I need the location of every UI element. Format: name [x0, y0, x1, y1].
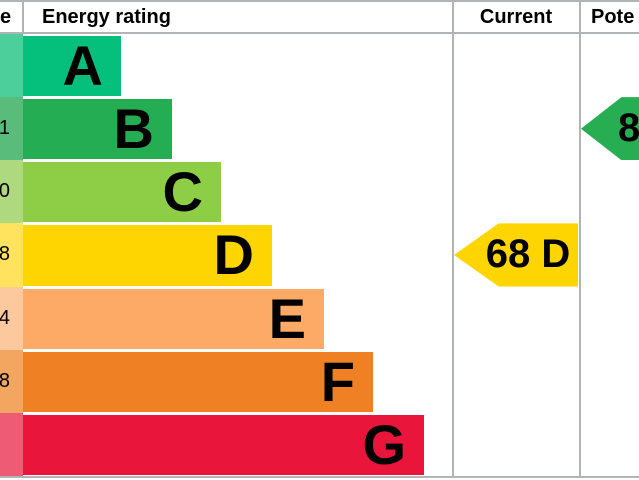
band-letter: E: [268, 286, 306, 350]
energy-rating-column-header: Energy rating: [42, 6, 171, 28]
potential-rating-value: 8: [618, 106, 639, 151]
band-letter: B: [113, 97, 154, 161]
potential-column-divider: [579, 0, 581, 478]
score-value-fragment: 8: [0, 369, 10, 392]
score-column-header: e: [0, 6, 12, 28]
score-column-divider: [22, 0, 24, 34]
score-cell: 1: [0, 97, 23, 161]
potential-column-header: Pote: [591, 6, 635, 28]
current-column-divider: [452, 0, 454, 478]
score-cell: [0, 412, 23, 476]
score-value-fragment: 8: [0, 243, 10, 266]
band-letter: C: [162, 160, 203, 224]
table-bottom-border: [0, 476, 639, 478]
band-row: A: [0, 34, 639, 98]
band-letter: D: [213, 223, 254, 287]
header-divider: [0, 32, 639, 34]
band-bar: C: [23, 160, 221, 224]
score-value-fragment: 4: [0, 306, 10, 329]
score-cell: 8: [0, 349, 23, 413]
current-rating-value: 68 D: [485, 232, 571, 277]
band-letter: G: [362, 412, 406, 476]
band-bar: E: [23, 286, 324, 350]
score-cell: 8: [0, 223, 23, 287]
table-header-row: e Energy rating Current Pote: [0, 2, 639, 32]
score-value-fragment: 0: [0, 180, 10, 203]
band-row: G: [0, 412, 639, 476]
band-bar: B: [23, 97, 172, 161]
score-cell: [0, 34, 23, 98]
band-letter: A: [62, 34, 103, 98]
score-cell: 0: [0, 160, 23, 224]
band-bar: G: [23, 412, 424, 476]
band-bar: F: [23, 349, 373, 413]
score-cell: 4: [0, 286, 23, 350]
current-column-header: Current: [479, 6, 553, 28]
band-bar: D: [23, 223, 272, 287]
table-top-border: [0, 0, 639, 2]
score-value-fragment: 1: [0, 117, 10, 140]
band-letter: F: [320, 349, 355, 413]
band-bar: A: [23, 34, 121, 98]
